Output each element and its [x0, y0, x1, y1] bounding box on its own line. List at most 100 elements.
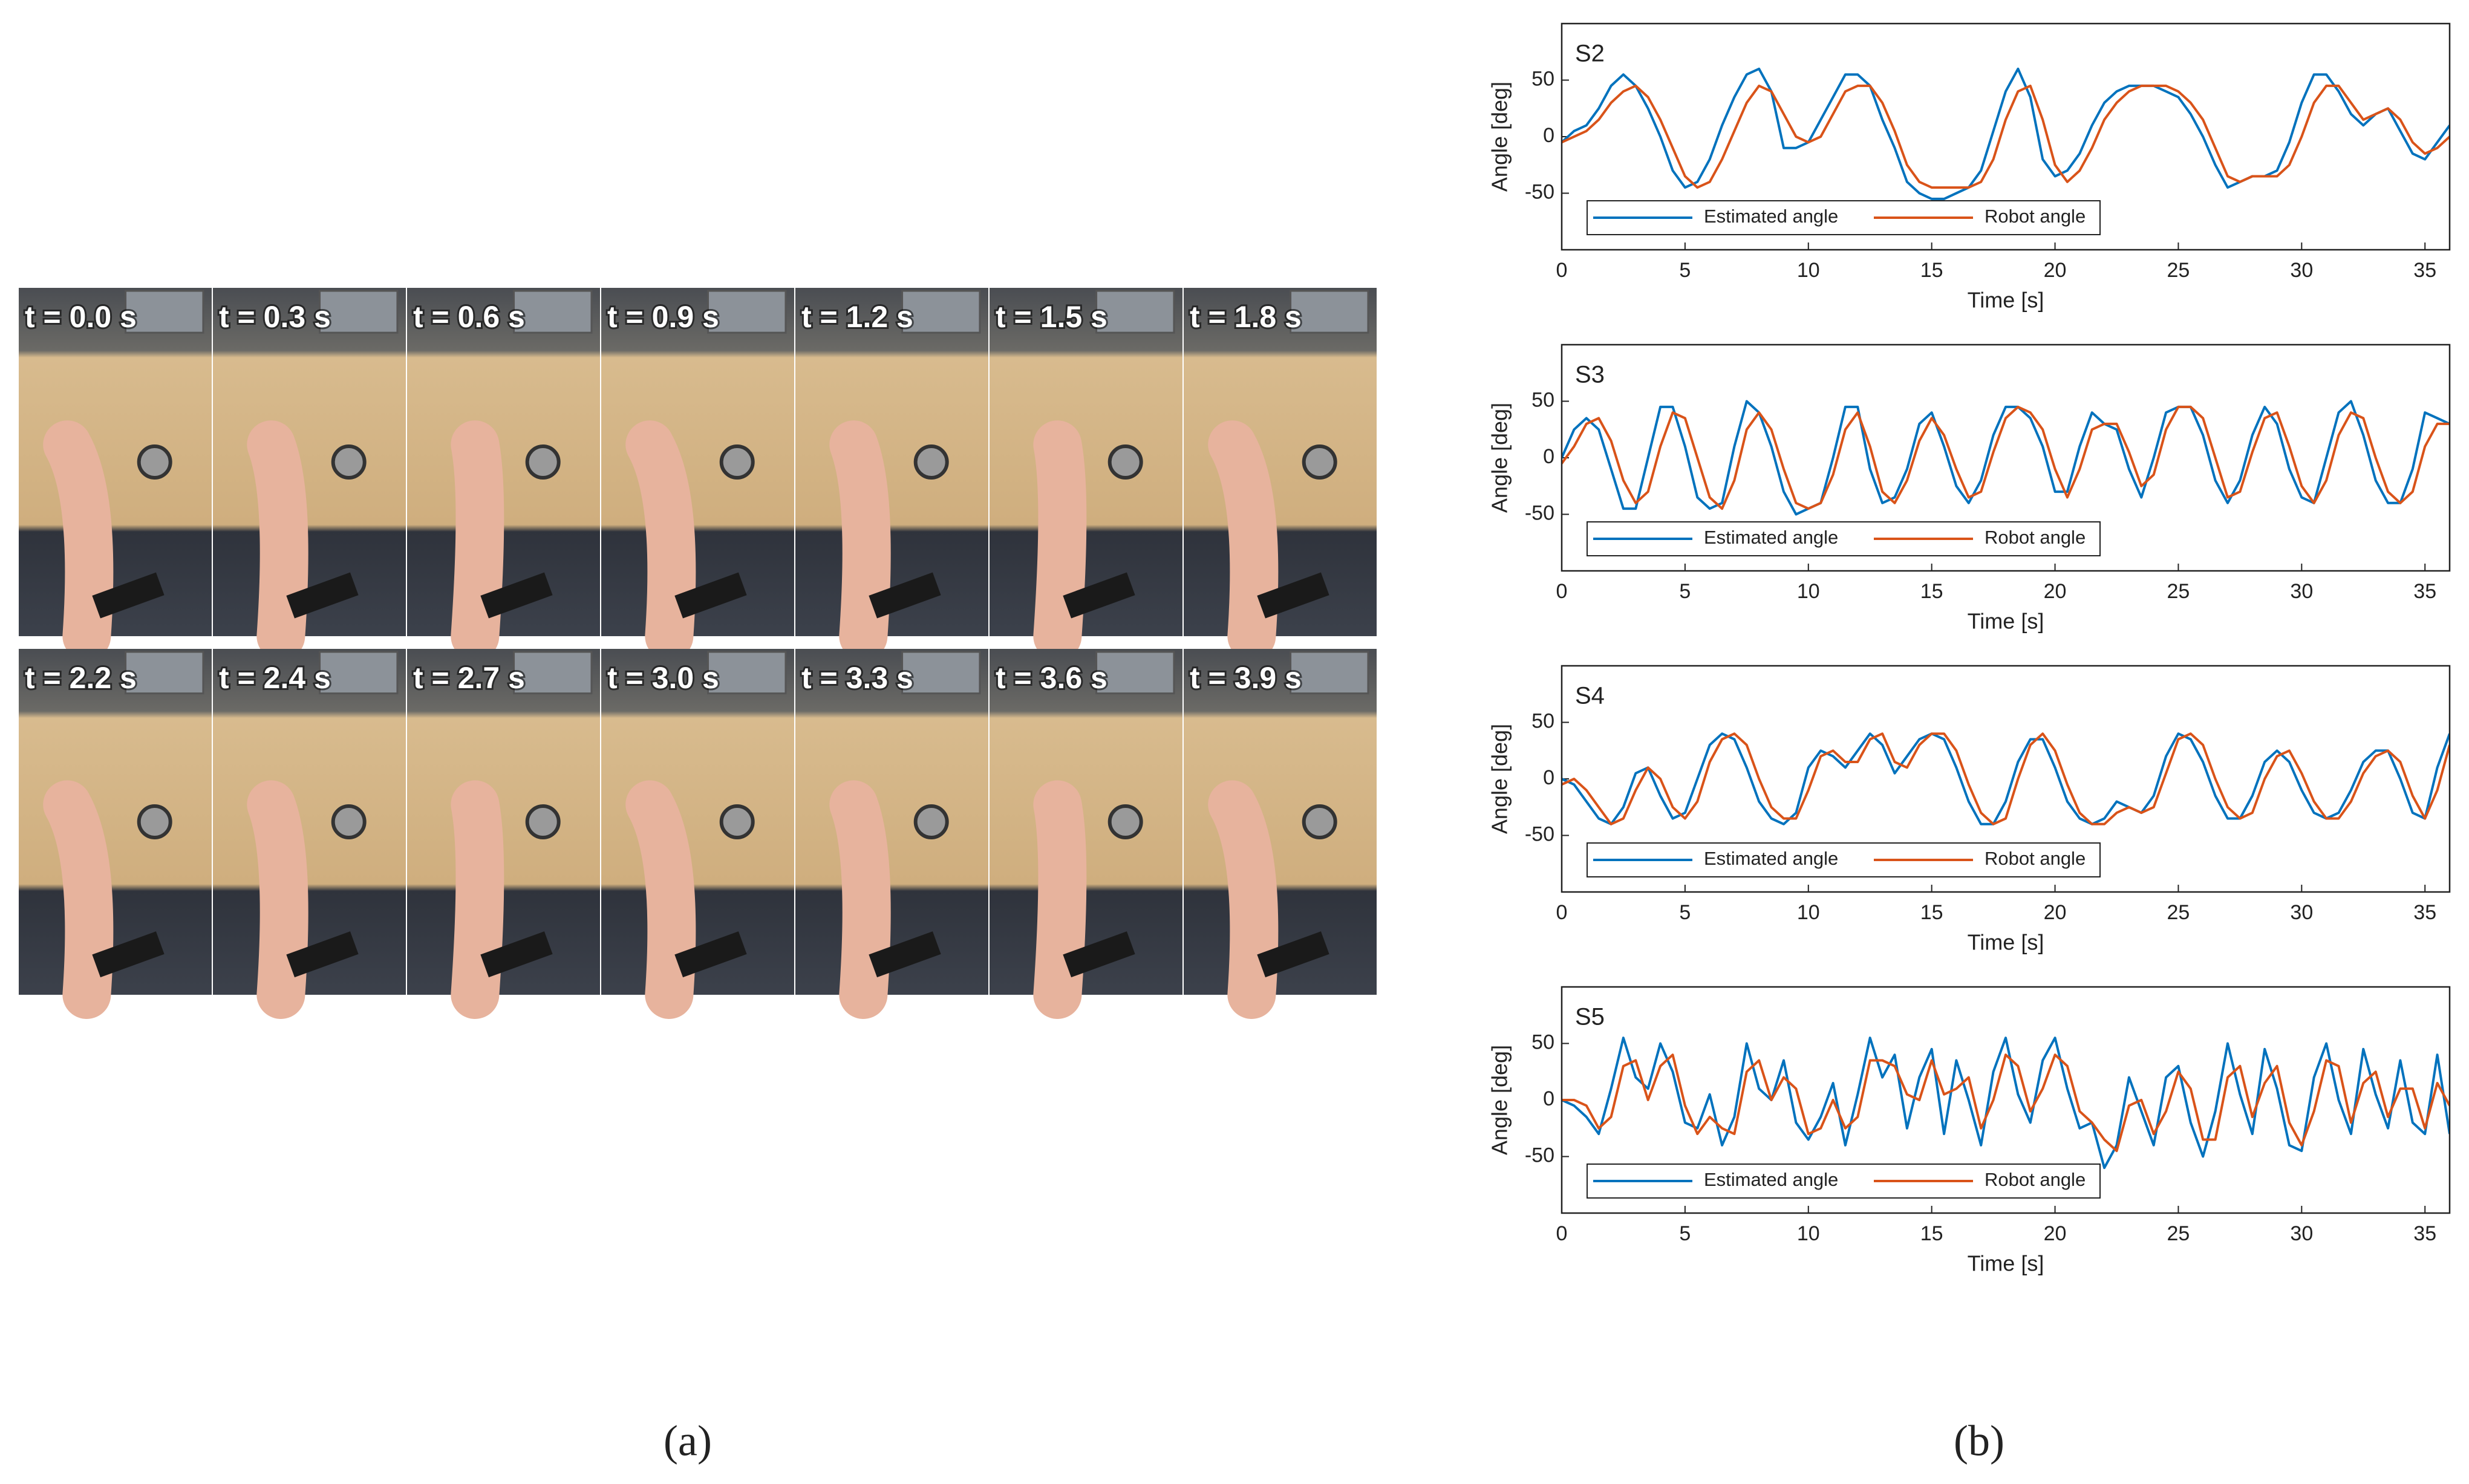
y-tick-label: 50 — [1531, 388, 1554, 411]
x-tick-label: 25 — [2167, 580, 2190, 603]
legend-label: Robot angle — [1985, 848, 2086, 869]
photo — [990, 649, 1182, 995]
x-tick-label: 30 — [2290, 580, 2313, 603]
robot-base — [137, 444, 172, 480]
robot-base — [1302, 444, 1337, 480]
x-tick-label: 20 — [2044, 901, 2067, 924]
photo-time-label: t = 0.9 s — [607, 300, 719, 334]
y-axis-label: Angle [deg] — [1487, 724, 1512, 834]
photo-time-label: t = 2.2 s — [25, 661, 137, 695]
arm — [1033, 420, 1087, 660]
photo-time-label: t = 3.6 s — [996, 661, 1107, 695]
legend-label: Robot angle — [1985, 206, 2086, 227]
plot-frame — [1561, 665, 2451, 893]
x-tick-label: 15 — [1920, 1222, 1943, 1245]
y-axis-label: Angle [deg] — [1487, 82, 1512, 192]
photo-time-label: t = 3.9 s — [1190, 661, 1302, 695]
photo-frame: t = 3.6 s — [990, 649, 1182, 1019]
photo-time-label: t = 1.5 s — [996, 300, 1107, 334]
x-axis-label: Time [s] — [1968, 1251, 2044, 1276]
legend-label: Estimated angle — [1704, 527, 1838, 548]
y-tick-label: 0 — [1543, 1087, 1554, 1110]
y-axis-label: Angle [deg] — [1487, 1045, 1512, 1155]
photo — [795, 288, 988, 636]
arm — [1033, 780, 1087, 1019]
device — [513, 290, 593, 334]
x-tick-label: 30 — [2290, 1222, 2313, 1245]
panel-label: (b) — [1954, 1417, 2004, 1465]
robot-base — [331, 444, 367, 480]
y-tick-label: 0 — [1543, 445, 1554, 468]
x-axis-label: Time [s] — [1968, 609, 2044, 634]
line-series — [1562, 1053, 2450, 1153]
photo-frame: t = 1.8 s — [1184, 288, 1377, 660]
y-tick-label: 0 — [1543, 766, 1554, 789]
plot-frame — [1561, 986, 2451, 1214]
photo — [601, 649, 794, 995]
robot-base — [719, 444, 755, 480]
photo — [213, 288, 406, 636]
arm — [625, 420, 696, 660]
robot-base — [1302, 804, 1337, 839]
arm — [451, 420, 504, 660]
line-series — [1562, 1037, 2450, 1170]
x-tick-label: 5 — [1679, 901, 1691, 924]
x-tick-label: 5 — [1679, 580, 1691, 603]
photo-time-label: t = 0.6 s — [413, 300, 525, 334]
band — [1063, 931, 1135, 978]
arm — [247, 420, 308, 660]
robot-base — [1107, 804, 1143, 839]
y-tick-label: -50 — [1525, 822, 1554, 845]
legend-label: Robot angle — [1985, 1169, 2086, 1190]
photo-frame: t = 0.0 s — [19, 288, 212, 660]
photo-time-label: t = 1.2 s — [801, 300, 913, 334]
legend-label: Estimated angle — [1704, 206, 1838, 227]
chart-title: S3 — [1575, 362, 1605, 388]
band — [1257, 931, 1329, 978]
robot-base — [525, 804, 561, 839]
arm — [451, 780, 504, 1019]
photo — [407, 649, 600, 995]
chart-title: S4 — [1575, 683, 1605, 709]
band — [1257, 572, 1329, 619]
x-tick-label: 10 — [1797, 259, 1820, 282]
x-tick-label: 5 — [1679, 259, 1691, 282]
x-tick-label: 35 — [2413, 901, 2436, 924]
device — [707, 651, 787, 695]
device — [125, 290, 204, 334]
arm — [43, 780, 114, 1019]
x-tick-label: 20 — [2044, 580, 2067, 603]
x-tick-label: 25 — [2167, 901, 2190, 924]
x-tick-label: 25 — [2167, 1222, 2190, 1245]
x-tick-label: 35 — [2413, 1222, 2436, 1245]
photo-frame: t = 0.6 s — [407, 288, 600, 660]
arm — [1208, 780, 1279, 1019]
band — [674, 572, 747, 619]
x-tick-label: 20 — [2044, 1222, 2067, 1245]
line-series — [1562, 400, 2450, 516]
x-tick-label: 35 — [2413, 259, 2436, 282]
y-tick-label: 0 — [1543, 124, 1554, 147]
x-tick-label: 10 — [1797, 580, 1820, 603]
plot-frame — [1561, 343, 2451, 572]
photo-frame: t = 1.5 s — [990, 288, 1182, 660]
robot-base — [525, 444, 561, 480]
device — [1095, 651, 1175, 695]
device — [1290, 290, 1369, 334]
photo-frame: t = 2.2 s — [19, 649, 212, 1019]
device — [513, 651, 593, 695]
photo-frame: t = 2.4 s — [213, 649, 406, 1019]
x-axis-label: Time [s] — [1968, 288, 2044, 313]
x-tick-label: 30 — [2290, 259, 2313, 282]
robot-base — [1107, 444, 1143, 480]
robot-base — [913, 804, 949, 839]
device — [901, 290, 981, 334]
photo-frame: t = 3.3 s — [795, 649, 988, 1019]
arm — [829, 780, 891, 1019]
x-tick-label: 5 — [1679, 1222, 1691, 1245]
chart-title: S2 — [1575, 41, 1605, 67]
x-tick-label: 0 — [1556, 259, 1568, 282]
device — [1290, 651, 1369, 695]
panel-label: (a) — [664, 1417, 712, 1465]
